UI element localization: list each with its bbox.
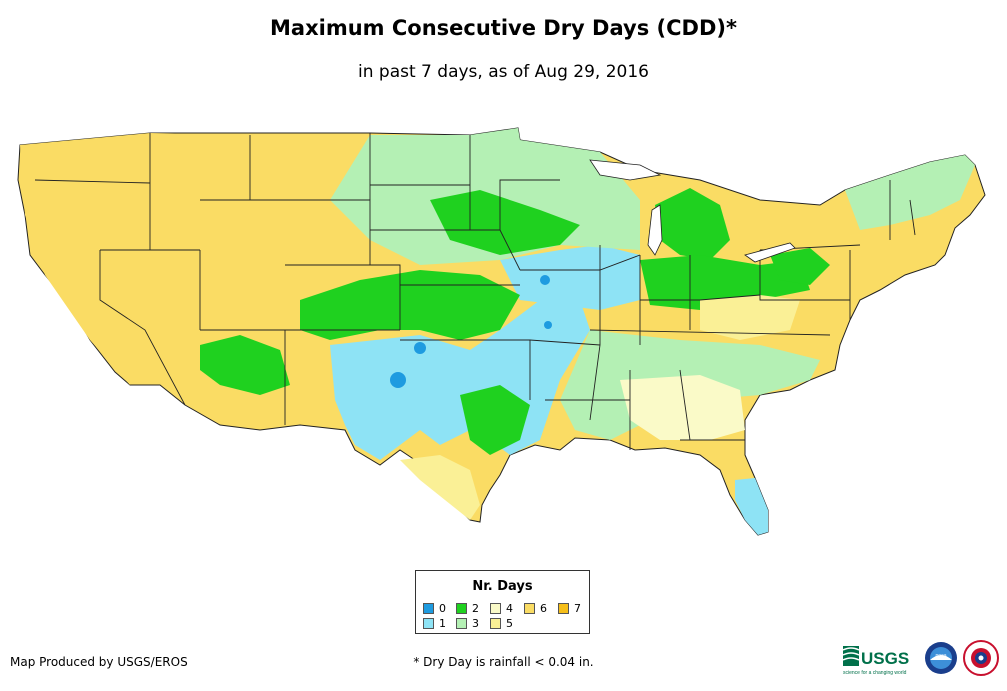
legend: Nr. Days 0 2 4 6 7 1 3 5 bbox=[415, 570, 590, 634]
zone-5-ohio bbox=[700, 295, 800, 340]
noaa-text: noaa bbox=[935, 653, 946, 659]
usgs-tagline: science for a changing world bbox=[843, 670, 907, 676]
zone-5-texas-south bbox=[400, 455, 480, 520]
zone-2-upper-east bbox=[770, 248, 830, 285]
legend-swatch bbox=[558, 603, 569, 614]
lake-superior bbox=[589, 159, 662, 181]
zone-3-northeast bbox=[845, 155, 975, 230]
map-title: Maximum Consecutive Dry Days (CDD)* bbox=[270, 16, 737, 40]
legend-label: 2 bbox=[472, 602, 479, 615]
usgs-logo: USGS science for a changing world bbox=[843, 646, 909, 676]
zone-2-texas bbox=[460, 385, 530, 455]
state-borders bbox=[34, 133, 916, 450]
zone-0-spot-1 bbox=[414, 342, 426, 354]
legend-swatch bbox=[490, 603, 501, 614]
zone-1-central bbox=[500, 245, 640, 310]
zone-0-spot-4 bbox=[544, 321, 552, 329]
legend-label: 6 bbox=[540, 602, 547, 615]
credit-text: Map Produced by USGS/EROS bbox=[10, 655, 188, 669]
legend-label: 3 bbox=[472, 617, 479, 630]
legend-swatch bbox=[456, 603, 467, 614]
zone-0-spot-3 bbox=[540, 275, 550, 285]
legend-label: 4 bbox=[506, 602, 513, 615]
zone-2-plains bbox=[300, 270, 520, 340]
legend-title: Nr. Days bbox=[472, 579, 533, 594]
map-subtitle: in past 7 days, as of Aug 29, 2016 bbox=[358, 62, 649, 82]
footnote-text: * Dry Day is rainfall < 0.04 in. bbox=[413, 655, 594, 669]
lake-erie bbox=[744, 242, 796, 263]
legend-swatch bbox=[490, 618, 501, 629]
zone-6-west bbox=[20, 133, 250, 385]
zone-4-southeast bbox=[620, 375, 745, 440]
legend-label: 7 bbox=[574, 602, 581, 615]
zone-1-florida bbox=[735, 478, 768, 535]
legend-swatch bbox=[524, 603, 535, 614]
zone-2-arizona bbox=[200, 335, 290, 395]
legend-swatch bbox=[423, 618, 434, 629]
legend-label: 0 bbox=[439, 602, 446, 615]
zone-0-spot-2 bbox=[390, 372, 406, 388]
nws-logo bbox=[963, 640, 999, 676]
legend-label: 5 bbox=[506, 617, 513, 630]
legend-swatch bbox=[423, 603, 434, 614]
noaa-logo: noaa bbox=[925, 642, 957, 674]
lake-michigan bbox=[647, 204, 663, 256]
legend-swatch bbox=[456, 618, 467, 629]
agency-logos: USGS science for a changing world noaa bbox=[843, 640, 999, 676]
legend-label: 1 bbox=[439, 617, 446, 630]
zone-2-minnesota bbox=[430, 190, 580, 255]
zone-2-michigan bbox=[655, 188, 730, 260]
usgs-text: USGS bbox=[861, 649, 909, 668]
